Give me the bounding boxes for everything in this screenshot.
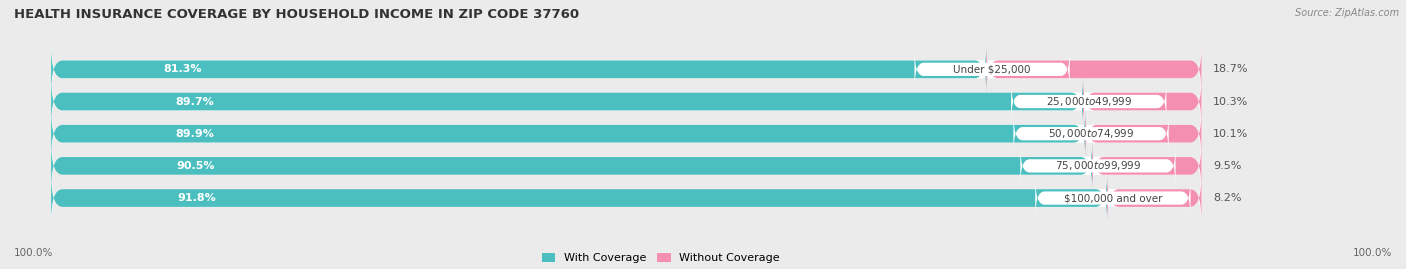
FancyBboxPatch shape (51, 143, 1092, 189)
Text: $50,000 to $74,999: $50,000 to $74,999 (1047, 127, 1135, 140)
FancyBboxPatch shape (51, 136, 1202, 196)
Text: $25,000 to $49,999: $25,000 to $49,999 (1046, 95, 1132, 108)
FancyBboxPatch shape (51, 175, 1107, 221)
FancyBboxPatch shape (51, 104, 1202, 163)
Text: 91.8%: 91.8% (177, 193, 217, 203)
Text: Under $25,000: Under $25,000 (953, 64, 1031, 74)
FancyBboxPatch shape (1107, 175, 1202, 221)
FancyBboxPatch shape (1014, 115, 1168, 153)
FancyBboxPatch shape (1035, 179, 1191, 217)
Text: 81.3%: 81.3% (163, 64, 202, 74)
FancyBboxPatch shape (1085, 110, 1202, 157)
FancyBboxPatch shape (1083, 78, 1202, 125)
FancyBboxPatch shape (987, 46, 1202, 93)
Legend: With Coverage, Without Coverage: With Coverage, Without Coverage (541, 253, 780, 263)
Text: Source: ZipAtlas.com: Source: ZipAtlas.com (1295, 8, 1399, 18)
FancyBboxPatch shape (1021, 147, 1175, 185)
Text: 10.3%: 10.3% (1213, 97, 1249, 107)
Text: 10.1%: 10.1% (1213, 129, 1249, 139)
FancyBboxPatch shape (1011, 82, 1167, 121)
Text: HEALTH INSURANCE COVERAGE BY HOUSEHOLD INCOME IN ZIP CODE 37760: HEALTH INSURANCE COVERAGE BY HOUSEHOLD I… (14, 8, 579, 21)
FancyBboxPatch shape (51, 40, 1202, 99)
Text: 89.9%: 89.9% (176, 129, 214, 139)
Text: 100.0%: 100.0% (1353, 248, 1392, 258)
Text: 8.2%: 8.2% (1213, 193, 1241, 203)
Text: 100.0%: 100.0% (14, 248, 53, 258)
FancyBboxPatch shape (914, 50, 1070, 89)
Text: 89.7%: 89.7% (174, 97, 214, 107)
FancyBboxPatch shape (1092, 143, 1202, 189)
FancyBboxPatch shape (51, 46, 987, 93)
FancyBboxPatch shape (51, 72, 1202, 131)
Text: 90.5%: 90.5% (176, 161, 215, 171)
Text: $75,000 to $99,999: $75,000 to $99,999 (1054, 159, 1142, 172)
FancyBboxPatch shape (51, 78, 1083, 125)
Text: 18.7%: 18.7% (1213, 64, 1249, 74)
Text: 9.5%: 9.5% (1213, 161, 1241, 171)
FancyBboxPatch shape (51, 168, 1202, 228)
FancyBboxPatch shape (51, 110, 1085, 157)
Text: $100,000 and over: $100,000 and over (1064, 193, 1163, 203)
